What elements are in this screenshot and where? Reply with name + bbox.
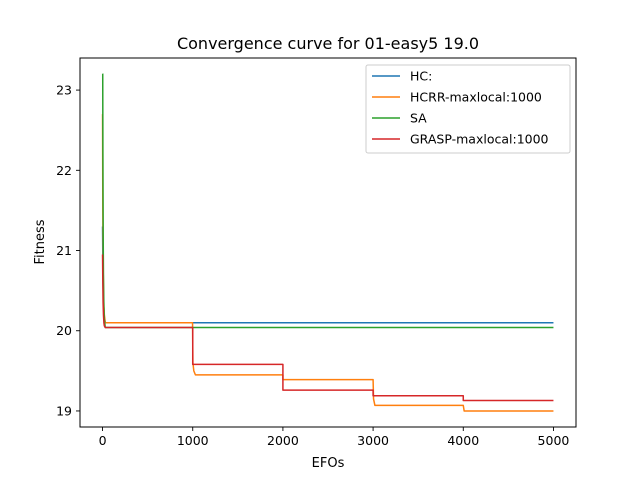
x-tick-label: 0 <box>99 433 107 448</box>
legend: HC: HCRR-maxlocal:1000 SA GRASP-maxlocal:10… <box>365 64 571 154</box>
series-layer <box>101 73 554 412</box>
legend-entry: HCRR-maxlocal:1000 <box>410 90 542 105</box>
x-axis-label: EFOs <box>312 456 345 471</box>
x-tick-label: 5000 <box>538 433 570 448</box>
x-tick-label: 2000 <box>267 433 299 448</box>
y-tick-label: 21 <box>56 243 72 258</box>
legend-box <box>365 64 571 154</box>
y-axis-label: Fitness <box>33 219 48 264</box>
series-line-4 <box>101 254 554 402</box>
y-tick-label: 23 <box>56 83 72 98</box>
ticks-layer: 0 1000 2000 3000 4000 5000 19 20 21 22 23 <box>56 83 569 448</box>
legend-entry: HC: <box>410 69 432 84</box>
plot-frame <box>79 57 577 428</box>
y-tick-label: 19 <box>56 403 72 418</box>
x-tick-label: 4000 <box>447 433 479 448</box>
y-tick-label: 20 <box>56 323 72 338</box>
chart-title: Convergence curve for 01-easy5 19.0 <box>177 34 479 53</box>
x-tick-label: 3000 <box>357 433 389 448</box>
legend-entry: GRASP-maxlocal:1000 <box>410 132 549 147</box>
legend-entry: SA <box>410 111 427 126</box>
x-tick-label: 1000 <box>177 433 209 448</box>
y-tick-label: 22 <box>56 163 72 178</box>
